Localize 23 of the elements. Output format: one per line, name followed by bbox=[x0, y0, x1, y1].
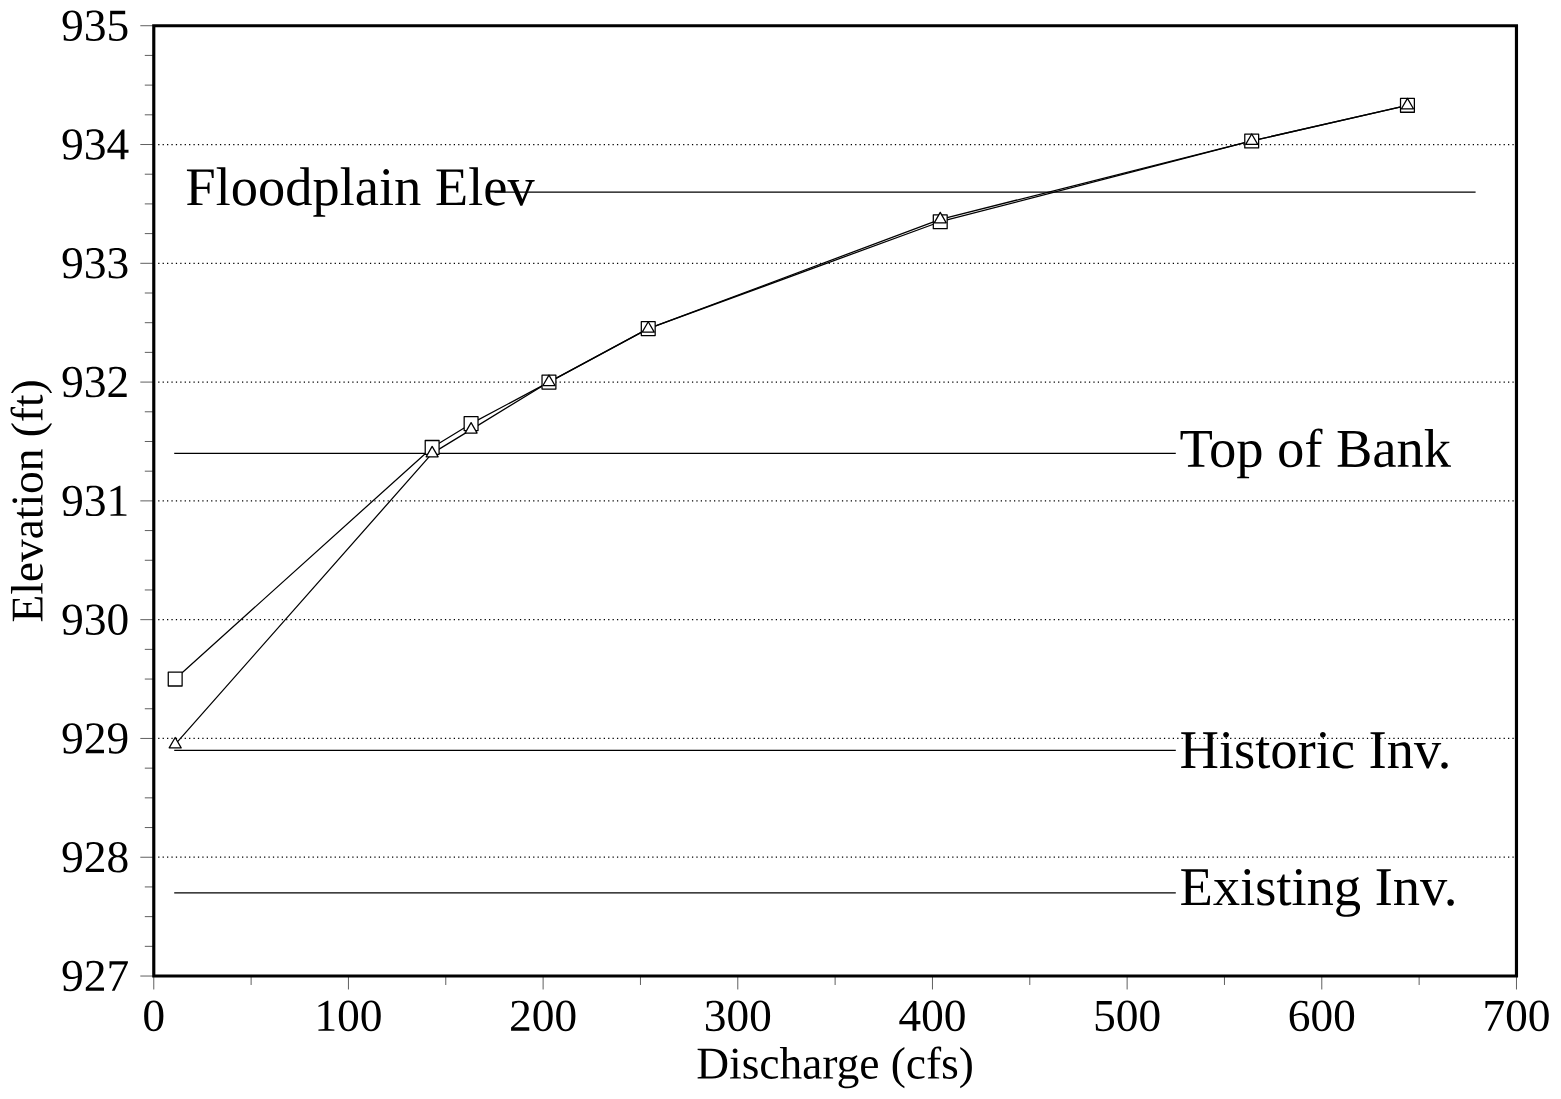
y-tick-label: 931 bbox=[62, 485, 127, 517]
y-tick-label: 927 bbox=[62, 960, 128, 992]
x-tick-label: 400 bbox=[899, 1000, 965, 1032]
x-tick-label: 700 bbox=[1485, 1000, 1549, 1032]
x-tick-label: 300 bbox=[705, 1000, 771, 1032]
ref-line-label: Floodplain Elev bbox=[186, 167, 535, 217]
y-tick-label: 935 bbox=[62, 10, 128, 42]
x-axis-title: Discharge (cfs) bbox=[697, 1046, 972, 1089]
y-axis-title: Elevation (ft) bbox=[10, 381, 53, 622]
y-tick-label: 934 bbox=[62, 129, 129, 160]
ref-line-label: Historic Inv. bbox=[1181, 731, 1448, 769]
x-tick-label: 200 bbox=[511, 1000, 576, 1032]
y-tick-label: 932 bbox=[62, 366, 127, 398]
ref-line-label: Existing Inv. bbox=[1181, 869, 1454, 917]
x-tick-label: 0 bbox=[144, 1000, 164, 1032]
x-tick-label: 100 bbox=[318, 1000, 381, 1032]
x-tick-label: 500 bbox=[1095, 1000, 1160, 1032]
ref-line-label: Top of Bank bbox=[1180, 428, 1451, 479]
y-tick-label: 929 bbox=[62, 723, 128, 754]
y-tick-label: 933 bbox=[62, 248, 128, 279]
x-tick-label: 600 bbox=[1289, 1000, 1355, 1032]
y-tick-label: 930 bbox=[62, 604, 128, 636]
y-tick-label: 928 bbox=[62, 842, 128, 873]
